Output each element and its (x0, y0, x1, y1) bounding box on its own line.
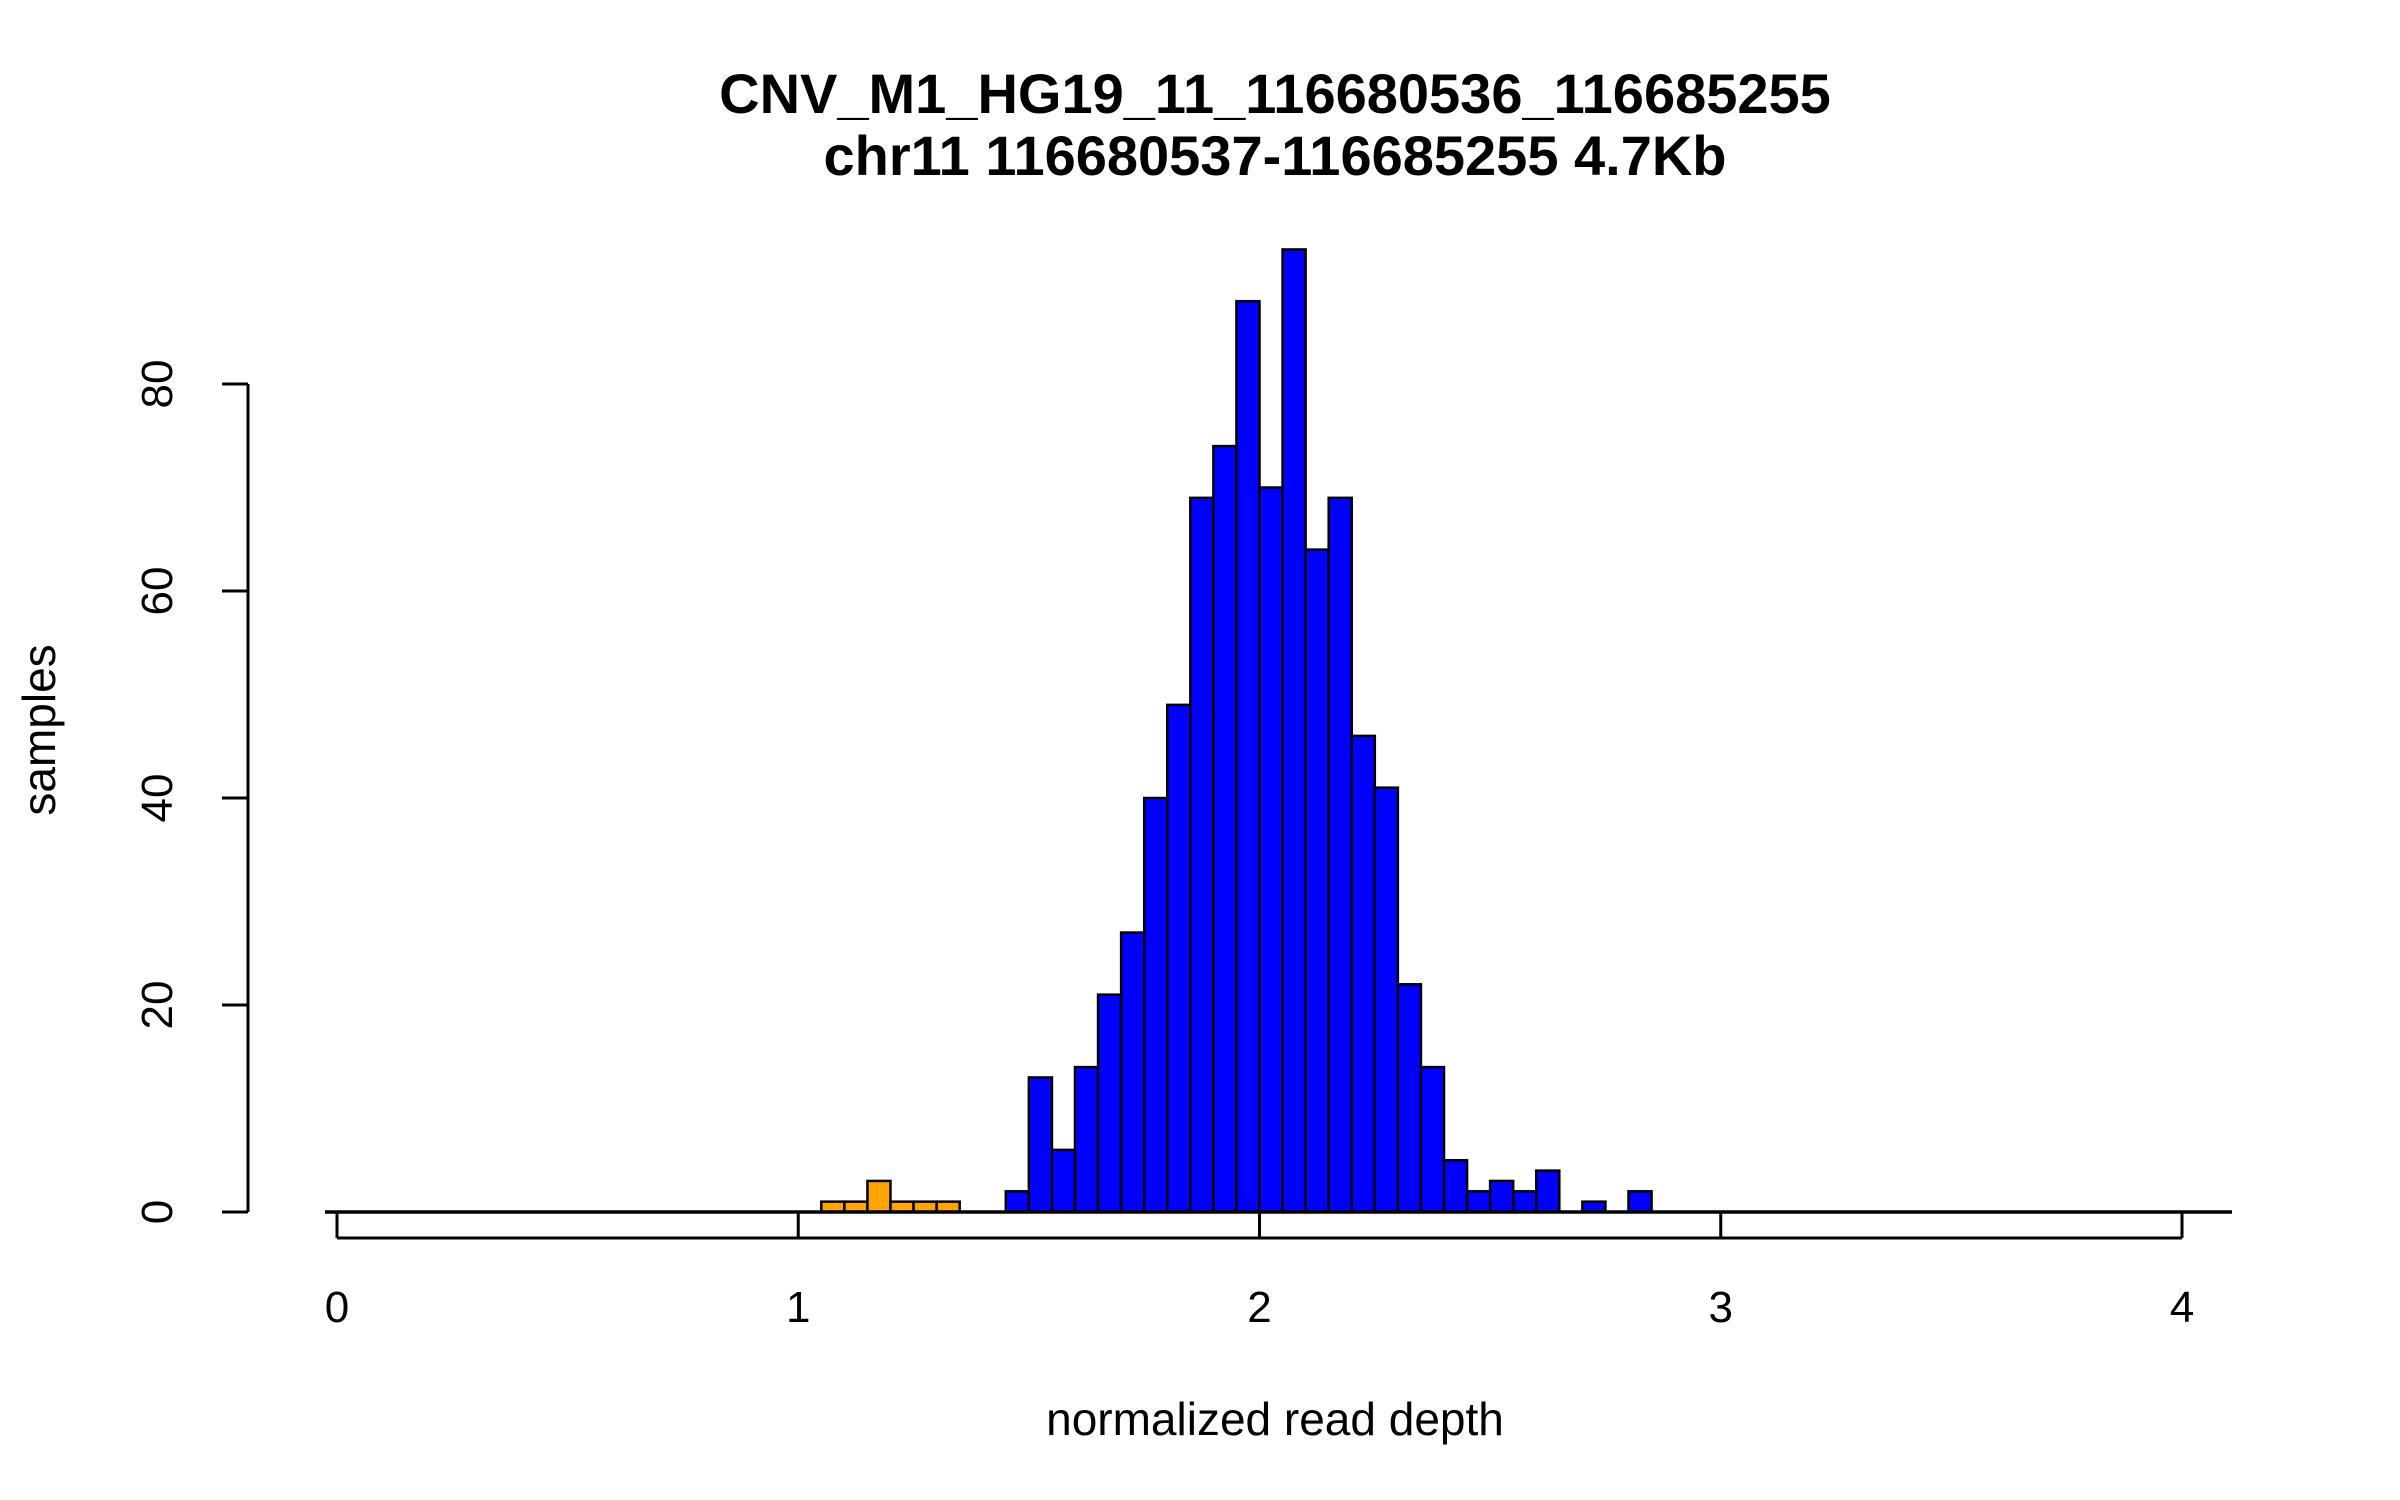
x-axis-label: normalized read depth (1046, 1393, 1504, 1445)
chart-title: CNV_M1_HG19_11_116680536_116685255 (719, 62, 1831, 125)
histogram-bar (1073, 1065, 1100, 1214)
histogram-bar (1488, 1179, 1515, 1214)
histogram-bar (1004, 1190, 1031, 1214)
histogram-bar (1258, 486, 1284, 1214)
y-tick-label: 80 (133, 360, 182, 409)
y-tick-label: 20 (133, 981, 182, 1030)
x-tick-label: 1 (786, 1283, 810, 1332)
histogram-bar (1350, 734, 1377, 1214)
histogram-bar (1050, 1148, 1077, 1214)
histogram-bar (1142, 796, 1169, 1214)
histogram-bar (1027, 1076, 1054, 1214)
histogram-bar (1212, 444, 1238, 1214)
histogram-bar (866, 1179, 892, 1214)
histogram-bar (1396, 983, 1423, 1214)
histogram-bar (1442, 1159, 1469, 1214)
y-axis: 0 20 40 60 80 (133, 360, 250, 1224)
histogram-bar (1535, 1169, 1561, 1214)
histogram-bar (1235, 299, 1261, 1214)
histogram-bar (1189, 496, 1215, 1214)
histogram-bar (1166, 703, 1192, 1214)
histogram-bar (1304, 548, 1330, 1214)
x-axis: 0 1 2 3 4 (325, 1212, 2194, 1332)
y-axis-label: samples (13, 644, 65, 815)
histogram-bar (1327, 496, 1353, 1214)
histogram-bar (1281, 248, 1307, 1214)
y-tick-label: 60 (133, 567, 182, 616)
x-tick-label: 4 (2170, 1283, 2194, 1332)
x-tick-label: 2 (1247, 1283, 1271, 1332)
histogram-bars (820, 248, 1653, 1214)
histogram-bar (1096, 993, 1123, 1214)
histogram-bar (1465, 1190, 1492, 1214)
histogram-bar (1419, 1065, 1446, 1214)
histogram-bar (1627, 1190, 1653, 1214)
chart-subtitle: chr11 116680537-116685255 4.7Kb (823, 124, 1726, 187)
y-tick-label: 0 (133, 1200, 182, 1224)
x-tick-label: 3 (1709, 1283, 1733, 1332)
histogram-bar (1119, 931, 1146, 1214)
x-tick-label: 0 (325, 1283, 349, 1332)
y-tick-label: 40 (133, 774, 182, 823)
histogram-bar (1373, 786, 1400, 1214)
histogram-bar (1511, 1190, 1538, 1214)
